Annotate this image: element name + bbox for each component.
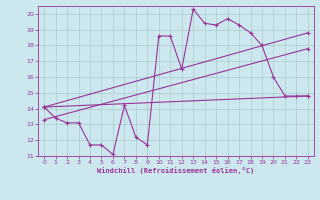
X-axis label: Windchill (Refroidissement éolien,°C): Windchill (Refroidissement éolien,°C) bbox=[97, 167, 255, 174]
